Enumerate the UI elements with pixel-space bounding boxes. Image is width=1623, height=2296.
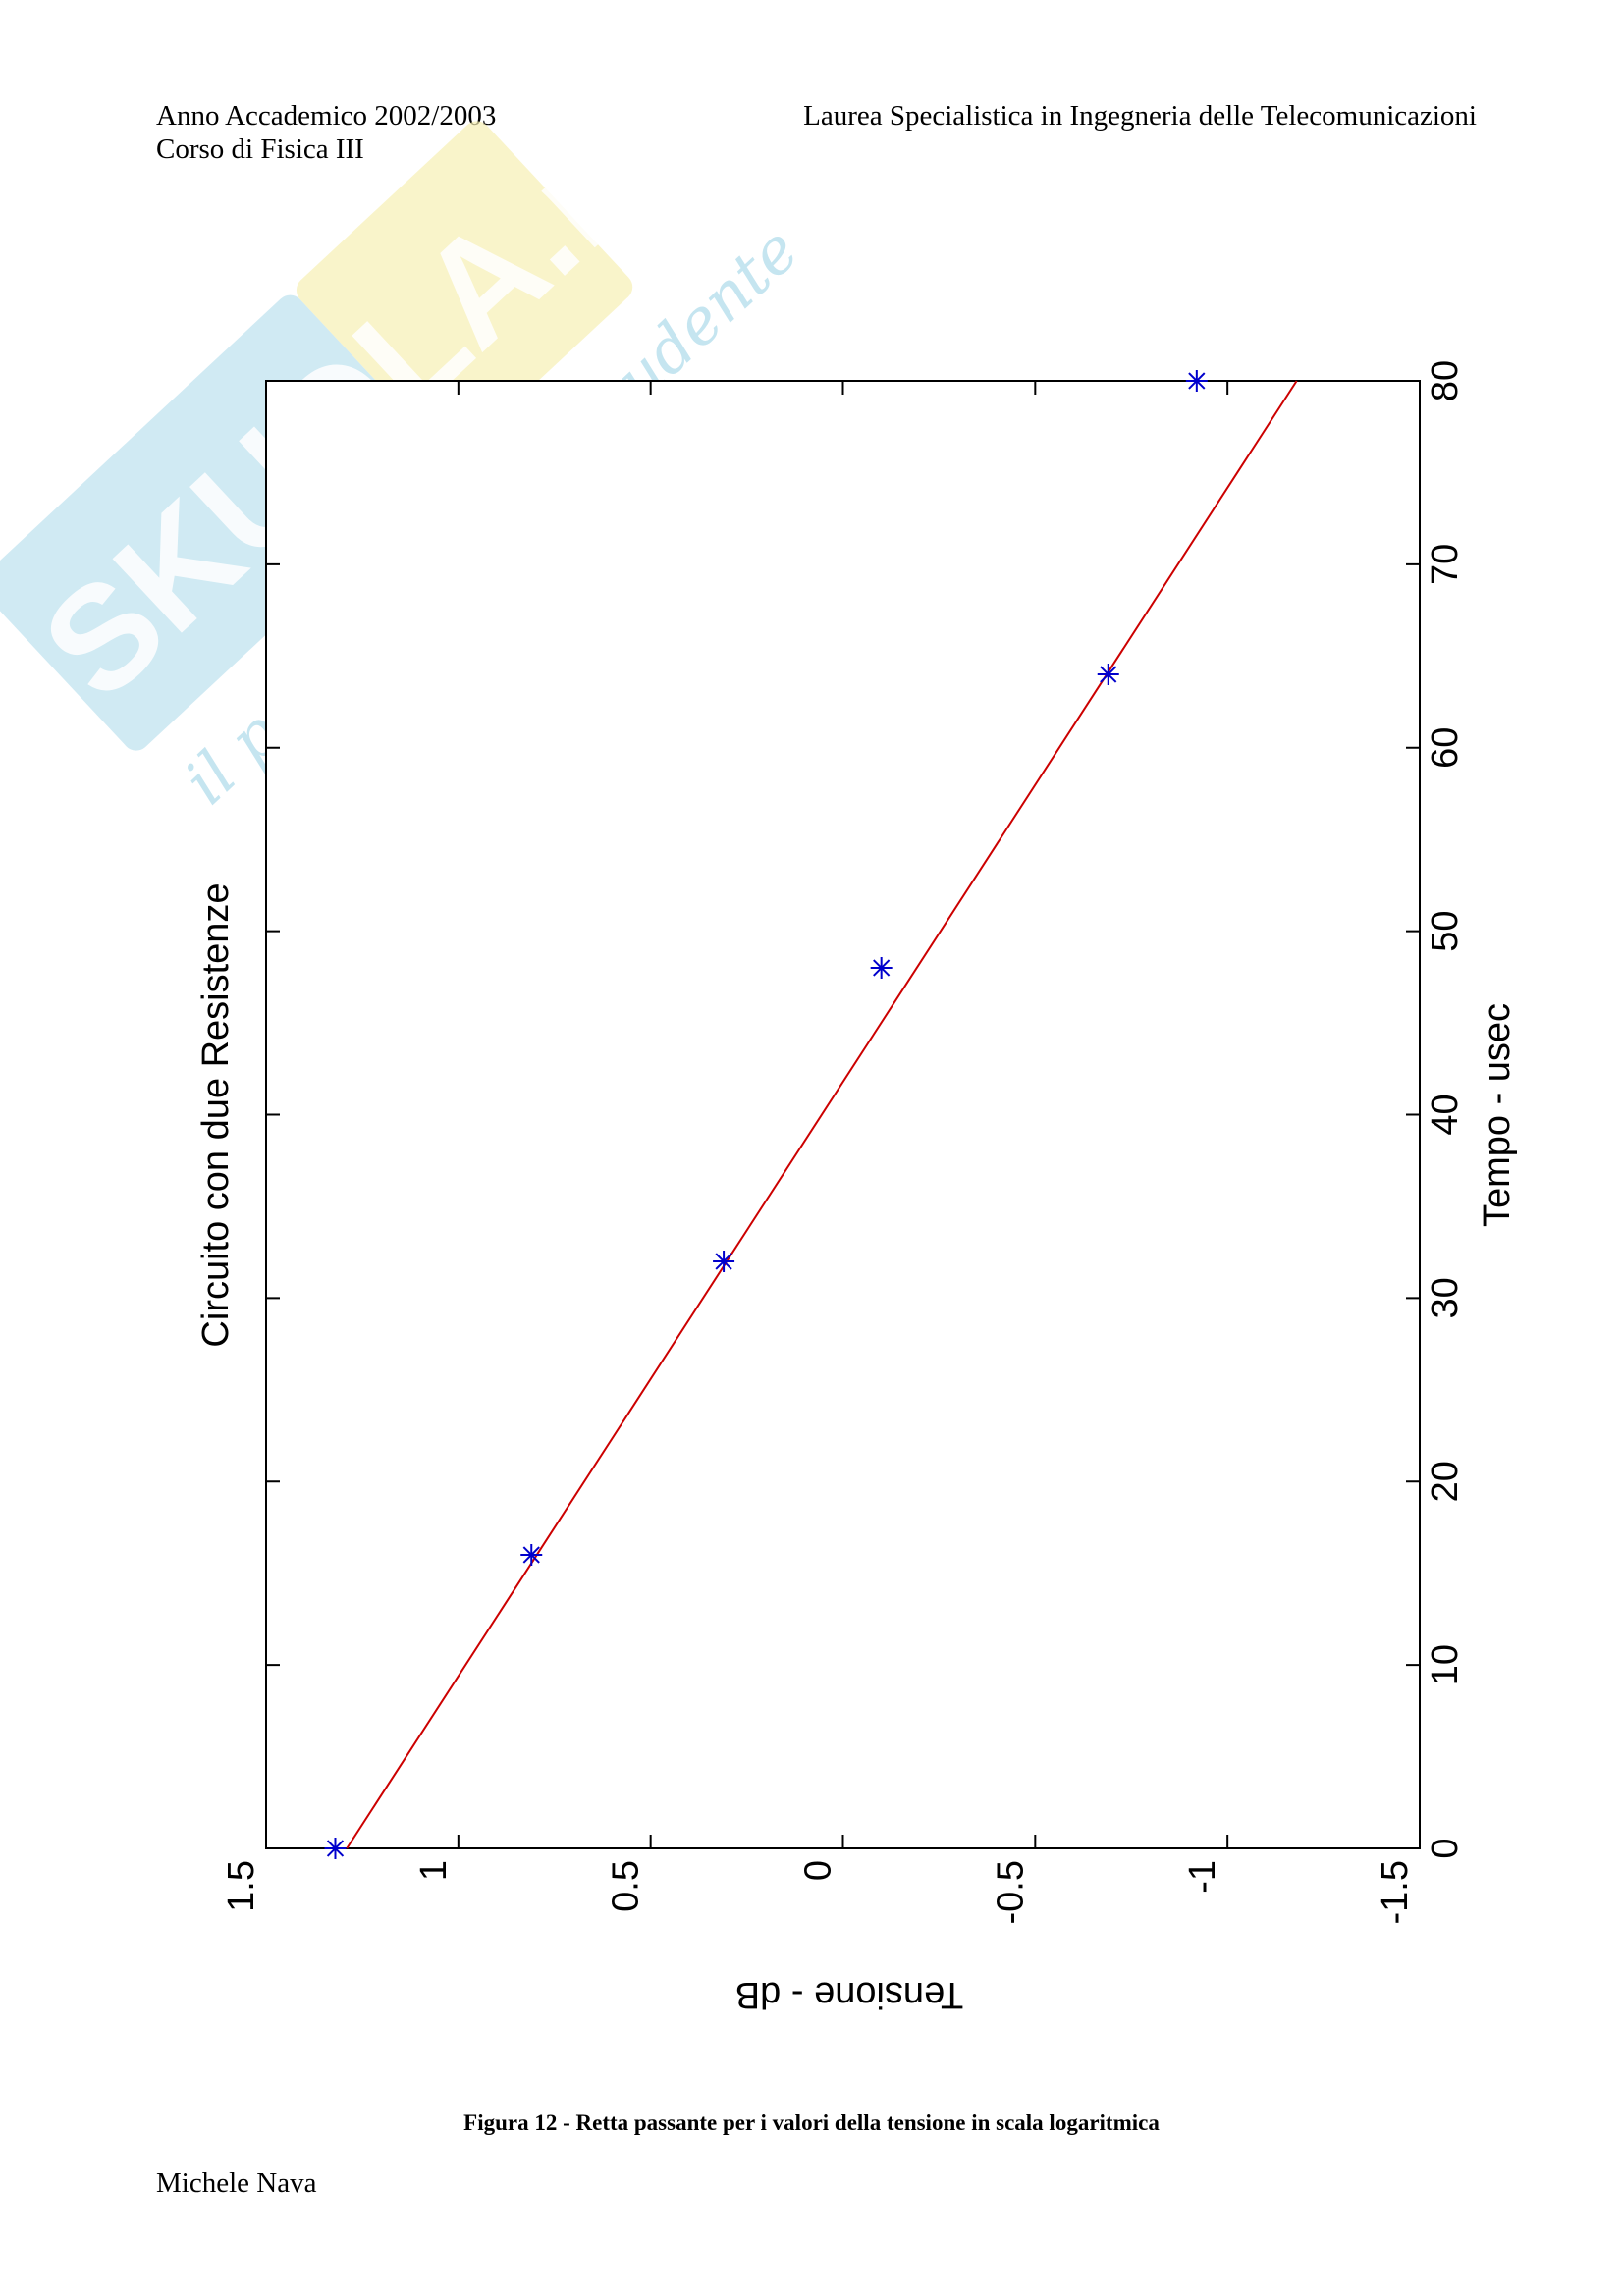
header-right: Laurea Specialistica in Ingegneria delle… (803, 100, 1477, 132)
x-tick-label: 30 (1425, 1277, 1466, 1318)
x-tick-label: 50 (1425, 910, 1466, 951)
x-tick-label: 10 (1425, 1644, 1466, 1685)
data-point-marker (713, 1251, 735, 1272)
fit-line (346, 380, 1298, 1849)
y-tick-label: 0.5 (606, 1860, 647, 1912)
figure-caption: Figura 12 - Retta passante per i valori … (463, 2110, 1160, 2135)
x-tick-label: 70 (1425, 544, 1466, 585)
x-tick-label: 40 (1425, 1094, 1466, 1135)
plot-area (265, 380, 1421, 1849)
y-tick-label: -1.5 (1375, 1860, 1416, 1924)
x-tick-label: 80 (1425, 360, 1466, 401)
watermark-yellow-block (296, 121, 633, 456)
author-footer: Michele Nava (156, 2167, 317, 2199)
data-point-marker (870, 957, 893, 979)
academic-year: Anno Accademico 2002/2003 (156, 100, 497, 132)
x-tick-label: 20 (1425, 1461, 1466, 1502)
fit-line-layer (346, 380, 1298, 1849)
data-point-marker (324, 1838, 347, 1859)
x-tick-label: 60 (1425, 727, 1466, 769)
data-point-marker (520, 1544, 543, 1566)
y-tick-label: 1.5 (221, 1860, 262, 1912)
y-tick-label: -1 (1182, 1860, 1223, 1894)
course-name: Corso di Fisica III (156, 133, 364, 165)
marker-layer (324, 370, 1208, 1859)
x-tick-label: 0 (1425, 1838, 1466, 1858)
y-tick-label: 1 (413, 1860, 455, 1881)
y-axis-title: Tensione - dB (735, 1974, 963, 2015)
y-tick-label: 0 (798, 1860, 839, 1881)
data-point-marker (1185, 370, 1208, 392)
data-point-marker (1097, 664, 1119, 685)
x-axis: 0 10 20 30 40 50 60 70 80 (266, 360, 1466, 1859)
x-axis-title: Tempo - usec (1477, 1003, 1518, 1227)
header-left: Anno Accademico 2002/2003 Corso di Fisic… (156, 99, 496, 166)
y-tick-label: -0.5 (990, 1860, 1031, 1924)
y-axis: 1.5 1 0.5 0 -0.5 -1 -1.5 (221, 381, 1421, 1924)
chart-title: Circuito con due Resistenze (195, 882, 237, 1347)
